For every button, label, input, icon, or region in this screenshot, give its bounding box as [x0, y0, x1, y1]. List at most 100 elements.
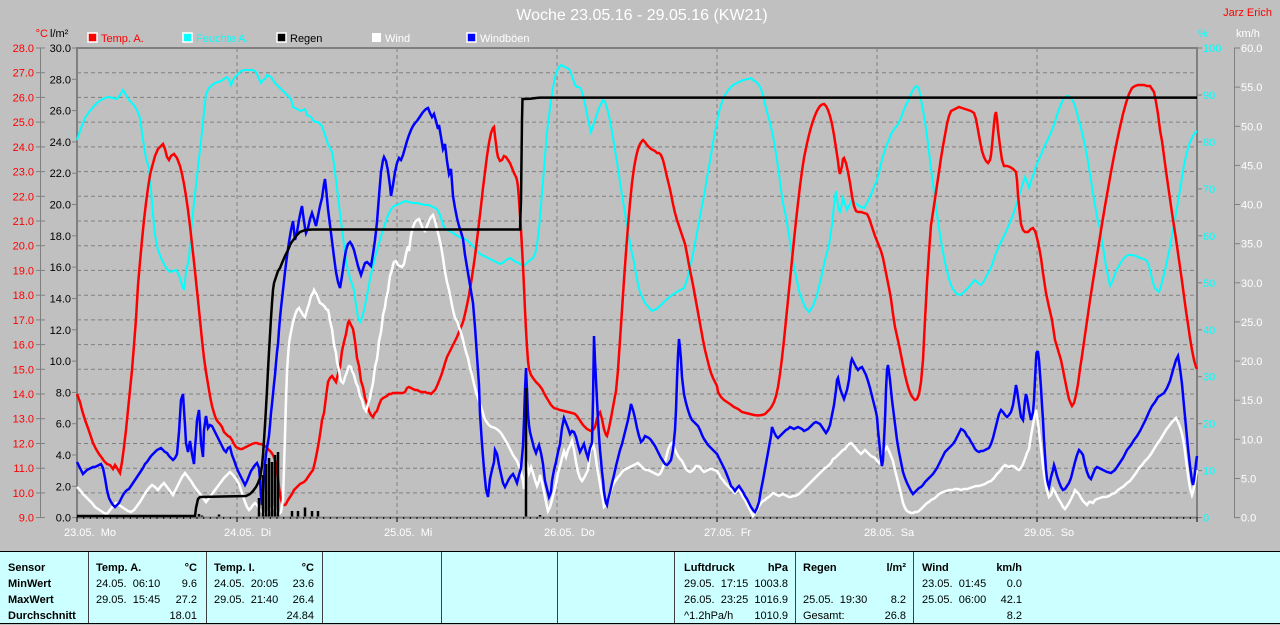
- svg-text:26.4: 26.4: [293, 594, 314, 606]
- svg-text:30: 30: [1203, 372, 1215, 384]
- svg-text:14.0: 14.0: [13, 389, 34, 401]
- svg-text:18.0: 18.0: [50, 231, 71, 243]
- svg-text:Temp. I.: Temp. I.: [214, 562, 255, 574]
- svg-text:l/m²: l/m²: [886, 562, 906, 574]
- svg-text:0.0: 0.0: [1241, 513, 1256, 525]
- svg-text:^1.2hPa/h: ^1.2hPa/h: [684, 610, 733, 622]
- svg-text:60: 60: [1203, 231, 1215, 243]
- svg-text:60.0: 60.0: [1241, 43, 1262, 55]
- svg-text:16.0: 16.0: [13, 340, 34, 352]
- svg-text:°C: °C: [302, 562, 314, 574]
- svg-text:25.05. Mi: 25.05. Mi: [384, 527, 432, 539]
- svg-text:27.0: 27.0: [13, 68, 34, 80]
- svg-text:26.8: 26.8: [885, 610, 906, 622]
- svg-text:40: 40: [1203, 325, 1215, 337]
- svg-text:19.0: 19.0: [13, 265, 34, 277]
- svg-text:20.0: 20.0: [13, 241, 34, 253]
- svg-text:0.0: 0.0: [56, 513, 71, 525]
- svg-text:1016.9: 1016.9: [754, 594, 788, 606]
- svg-text:22.0: 22.0: [50, 168, 71, 180]
- svg-text:Luftdruck: Luftdruck: [684, 562, 736, 574]
- svg-text:26.05. Do: 26.05. Do: [544, 527, 595, 539]
- svg-text:13.0: 13.0: [13, 414, 34, 426]
- svg-text:10.0: 10.0: [1241, 434, 1262, 446]
- svg-text:0: 0: [1203, 513, 1209, 525]
- svg-text:23.6: 23.6: [293, 578, 314, 590]
- svg-text:10.0: 10.0: [50, 356, 71, 368]
- svg-text:Sensor: Sensor: [8, 562, 46, 574]
- svg-text:15.0: 15.0: [13, 364, 34, 376]
- svg-text:km/h: km/h: [996, 562, 1022, 574]
- svg-text:2.0: 2.0: [56, 481, 71, 493]
- svg-text:Regen: Regen: [803, 562, 837, 574]
- svg-text:50: 50: [1203, 278, 1215, 290]
- svg-text:Gesamt:: Gesamt:: [803, 610, 845, 622]
- svg-text:hPa: hPa: [768, 562, 789, 574]
- svg-text:12.0: 12.0: [13, 439, 34, 451]
- svg-text:Wind: Wind: [922, 562, 949, 574]
- svg-text:9.6: 9.6: [182, 578, 197, 590]
- svg-text:MaxWert: MaxWert: [8, 594, 54, 606]
- svg-text:Feuchte A.: Feuchte A.: [196, 33, 249, 45]
- svg-text:42.1: 42.1: [1001, 594, 1022, 606]
- svg-text:29.05. 17:15: 29.05. 17:15: [684, 578, 748, 590]
- svg-text:km/h: km/h: [1236, 28, 1260, 40]
- svg-text:20.0: 20.0: [1241, 356, 1262, 368]
- svg-text:16.0: 16.0: [50, 262, 71, 274]
- svg-text:24.05. 06:10: 24.05. 06:10: [96, 578, 160, 590]
- svg-text:Durchschnitt: Durchschnitt: [8, 610, 76, 622]
- svg-text:24.84: 24.84: [286, 610, 314, 622]
- svg-text:1010.9: 1010.9: [754, 610, 788, 622]
- svg-text:4.0: 4.0: [56, 450, 71, 462]
- svg-text:Temp. A.: Temp. A.: [101, 33, 144, 45]
- svg-text:0.0: 0.0: [1007, 578, 1022, 590]
- svg-text:28.05. Sa: 28.05. Sa: [864, 527, 915, 539]
- svg-text:6.0: 6.0: [56, 419, 71, 431]
- svg-text:25.0: 25.0: [1241, 317, 1262, 329]
- svg-text:14.0: 14.0: [50, 294, 71, 306]
- svg-text:45.0: 45.0: [1241, 160, 1262, 172]
- svg-text:90: 90: [1203, 90, 1215, 102]
- svg-text:9.0: 9.0: [19, 513, 34, 525]
- svg-text:24.0: 24.0: [50, 137, 71, 149]
- svg-text:Regen: Regen: [290, 33, 322, 45]
- svg-text:40.0: 40.0: [1241, 200, 1262, 212]
- svg-text:Woche 23.05.16 - 29.05.16 (KW2: Woche 23.05.16 - 29.05.16 (KW21): [516, 7, 767, 24]
- svg-text:5.0: 5.0: [1241, 474, 1256, 486]
- svg-text:26.05. 23:25: 26.05. 23:25: [684, 594, 748, 606]
- svg-text:10: 10: [1203, 466, 1215, 478]
- svg-text:80: 80: [1203, 137, 1215, 149]
- svg-text:28.0: 28.0: [50, 74, 71, 86]
- svg-text:15.0: 15.0: [1241, 395, 1262, 407]
- svg-text:27.05. Fr: 27.05. Fr: [704, 527, 751, 539]
- svg-text:8.2: 8.2: [891, 594, 906, 606]
- svg-text:70: 70: [1203, 184, 1215, 196]
- svg-text:11.0: 11.0: [13, 463, 34, 475]
- svg-text:24.05. 20:05: 24.05. 20:05: [214, 578, 278, 590]
- svg-text:28.0: 28.0: [13, 43, 34, 55]
- svg-text:Wind: Wind: [385, 33, 410, 45]
- svg-text:Jarz Erich: Jarz Erich: [1223, 7, 1272, 19]
- svg-text:35.0: 35.0: [1241, 239, 1262, 251]
- svg-text:25.05. 19:30: 25.05. 19:30: [803, 594, 867, 606]
- svg-text:21.0: 21.0: [13, 216, 34, 228]
- svg-text:23.05. 01:45: 23.05. 01:45: [922, 578, 986, 590]
- svg-text:18.0: 18.0: [13, 290, 34, 302]
- svg-text:24.0: 24.0: [13, 142, 34, 154]
- svg-text:100: 100: [1203, 43, 1221, 55]
- svg-text:18.01: 18.01: [169, 610, 197, 622]
- svg-text:50.0: 50.0: [1241, 121, 1262, 133]
- svg-text:25.05. 06:00: 25.05. 06:00: [922, 594, 986, 606]
- svg-text:°C: °C: [36, 28, 48, 40]
- svg-text:30.0: 30.0: [50, 43, 71, 55]
- svg-text:23.0: 23.0: [13, 167, 34, 179]
- svg-text:l/m²: l/m²: [50, 28, 69, 40]
- svg-text:26.0: 26.0: [13, 92, 34, 104]
- svg-text:Temp. A.: Temp. A.: [96, 562, 141, 574]
- svg-text:23.05. Mo: 23.05. Mo: [64, 527, 116, 539]
- svg-text:27.2: 27.2: [176, 594, 197, 606]
- svg-text:29.05. So: 29.05. So: [1024, 527, 1074, 539]
- svg-text:29.05. 15:45: 29.05. 15:45: [96, 594, 160, 606]
- svg-text:24.05. Di: 24.05. Di: [224, 527, 271, 539]
- svg-text:MinWert: MinWert: [8, 578, 52, 590]
